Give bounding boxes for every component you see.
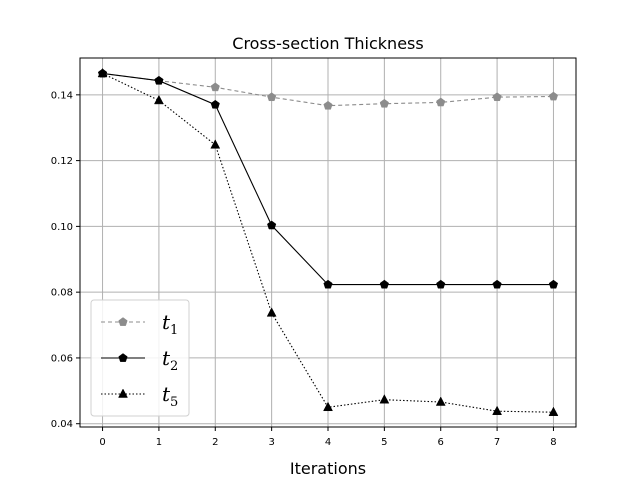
- data-point: [492, 92, 502, 102]
- data-point: [492, 405, 503, 415]
- x-tick-label: 6: [438, 437, 444, 448]
- data-point: [436, 97, 446, 107]
- data-point: [266, 307, 277, 317]
- x-tick-label: 2: [212, 437, 218, 448]
- y-tick-label: 0.12: [51, 156, 73, 167]
- data-point: [323, 401, 333, 412]
- x-tick-label: 4: [325, 437, 331, 448]
- data-point: [379, 279, 389, 289]
- data-point: [154, 75, 164, 85]
- x-tick-label: 1: [156, 437, 162, 448]
- data-point: [379, 98, 389, 108]
- data-point: [323, 100, 333, 110]
- x-tick-label: 0: [99, 437, 105, 448]
- series-2: [97, 67, 559, 416]
- x-tick-label: 5: [381, 437, 387, 448]
- data-point: [118, 317, 128, 326]
- series-layer: [97, 67, 559, 416]
- data-point: [210, 99, 220, 109]
- series-0: [97, 68, 559, 110]
- data-point: [435, 396, 446, 406]
- data-point: [97, 67, 108, 78]
- data-point: [323, 279, 333, 289]
- x-tick-label: 7: [494, 437, 500, 448]
- data-point: [118, 353, 128, 362]
- x-tick-label: 8: [550, 437, 556, 448]
- y-tick-label: 0.14: [51, 90, 73, 101]
- y-tick-label: 0.04: [51, 419, 73, 430]
- y-tick-label: 0.08: [51, 288, 73, 299]
- data-point: [210, 139, 221, 149]
- data-point: [267, 92, 277, 102]
- y-tick-label: 0.10: [51, 222, 73, 233]
- data-point: [379, 394, 390, 404]
- data-point: [436, 279, 446, 289]
- x-axis-label: Iterations: [290, 459, 366, 478]
- data-point: [548, 406, 559, 416]
- data-point: [118, 388, 128, 398]
- data-point: [153, 94, 164, 105]
- y-tick-label: 0.06: [51, 353, 73, 364]
- data-point: [548, 279, 559, 289]
- data-point: [267, 220, 277, 230]
- data-point: [210, 82, 220, 92]
- data-point: [492, 279, 502, 289]
- chart-title: Cross-section Thickness: [232, 34, 423, 53]
- data-point: [548, 91, 559, 101]
- axes: 0 1 2 3 4 5 6 7 8 0.04 0.06 0.08 0.10 0.12 0.14: [51, 90, 557, 448]
- x-tick-label: 3: [268, 437, 274, 448]
